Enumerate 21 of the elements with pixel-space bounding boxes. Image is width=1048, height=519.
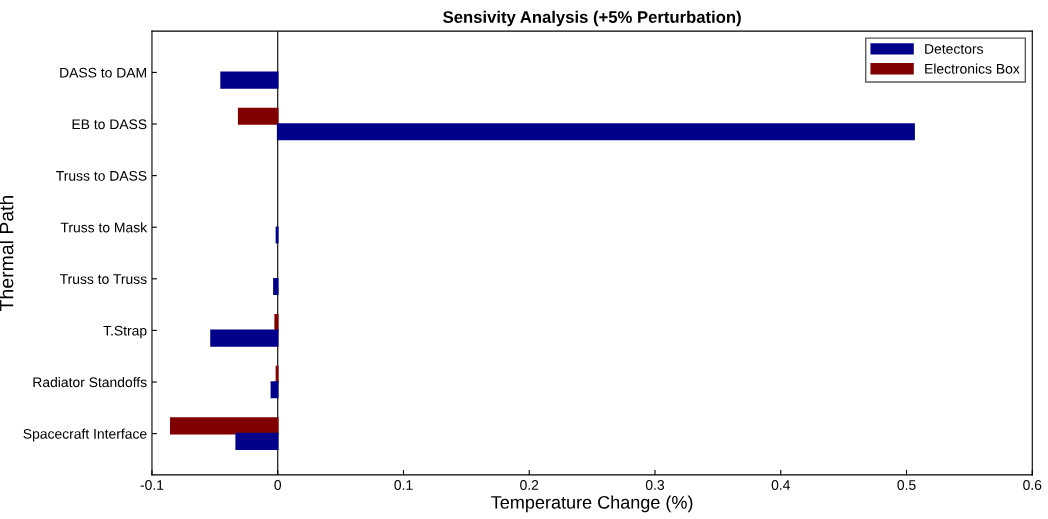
- x-tick-label: 0.2: [520, 480, 539, 490]
- y-tick-label: Radiator Standoffs: [33, 376, 147, 388]
- y-tick-label: Spacecraft Interface: [23, 428, 147, 442]
- x-tick-label: 0.4: [771, 480, 791, 490]
- y-tick-label: Truss to Mask: [60, 222, 148, 233]
- y-tick-label: Truss to Truss: [59, 274, 147, 284]
- y-tick-label: T.Strap: [103, 325, 147, 339]
- y-axis-title: Thermal Path: [0, 195, 14, 311]
- legend-label: Electronics Box: [925, 63, 1020, 74]
- chart-title: Sensivity Analysis (+5% Perturbation): [443, 10, 741, 27]
- x-tick-label: 0.5: [897, 480, 916, 490]
- x-axis-title: Temperature Change (%): [491, 495, 693, 513]
- y-tick-label: Truss to DASS: [56, 170, 147, 181]
- x-tick-label: -0.1: [140, 480, 164, 490]
- x-tick-label: 0.6: [1023, 480, 1042, 490]
- legend-label: Detectors: [925, 44, 983, 54]
- y-tick-label: EB to DASS: [72, 119, 147, 130]
- x-tick-label: 0.3: [645, 480, 665, 490]
- x-tick-label: 0: [274, 480, 282, 490]
- y-tick-label: DASS to DAM: [60, 67, 146, 78]
- x-tick-label: 0.1: [394, 480, 413, 490]
